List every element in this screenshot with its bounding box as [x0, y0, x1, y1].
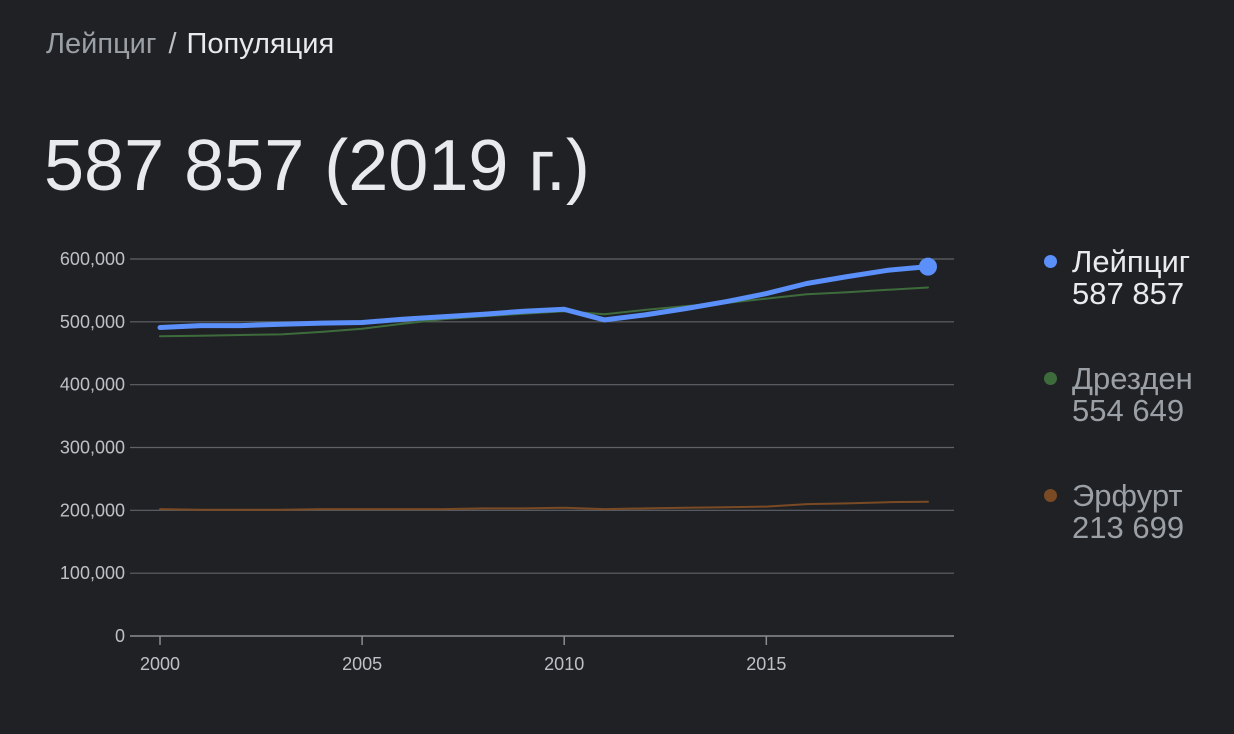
y-tick-label: 500,000 [60, 312, 125, 332]
y-tick-label: 600,000 [60, 249, 125, 269]
breadcrumb-separator: / [168, 28, 177, 60]
chart-markers [919, 257, 937, 276]
y-tick-label: 100,000 [60, 563, 125, 583]
legend-series-name: Лейпциг [1072, 244, 1191, 279]
legend-series-value: 554 649 [1072, 393, 1185, 428]
legend-series-value: 213 699 [1072, 510, 1185, 545]
legend-series-name: Дрезден [1072, 361, 1193, 396]
chart-x-axis: 2000 2005 2010 2015 [140, 636, 786, 674]
legend-dot-icon [1044, 372, 1057, 385]
chart-series[interactable] [157, 264, 931, 511]
legend-series-name: Эрфурт [1072, 478, 1183, 513]
latest-value-marker [919, 257, 937, 276]
x-tick-label: 2010 [544, 654, 584, 674]
legend-series-value: 587 857 [1072, 276, 1185, 311]
y-tick-label: 300,000 [60, 438, 125, 458]
series-line-0[interactable] [157, 264, 931, 330]
legend-dot-icon [1044, 489, 1057, 502]
x-tick-label: 2000 [140, 654, 180, 674]
chart-gridlines [130, 258, 954, 637]
x-tick-label: 2015 [746, 654, 786, 674]
legend-item-dresden[interactable]: Дрезден 554 649 [1042, 362, 1227, 432]
population-headline: 587 857 (2019 г.) [44, 126, 590, 206]
breadcrumb: Лейпциг / Популяция [46, 26, 334, 62]
legend-item-erfurt[interactable]: Эрфурт 213 699 [1042, 479, 1227, 549]
chart-y-axis: 0 100,000 200,000 300,000 400,000 500,000 600,… [60, 249, 125, 646]
y-tick-label: 0 [115, 626, 125, 646]
y-tick-label: 200,000 [60, 500, 125, 520]
breadcrumb-city-link[interactable]: Лейпциг [46, 28, 157, 60]
breadcrumb-current-page: Популяция [186, 28, 335, 60]
series-line-2[interactable] [159, 500, 929, 511]
x-tick-label: 2005 [342, 654, 382, 674]
y-tick-label: 400,000 [60, 375, 125, 395]
legend-dot-icon [1044, 255, 1057, 268]
legend-item-leipzig[interactable]: Лейпциг 587 857 [1042, 245, 1227, 315]
